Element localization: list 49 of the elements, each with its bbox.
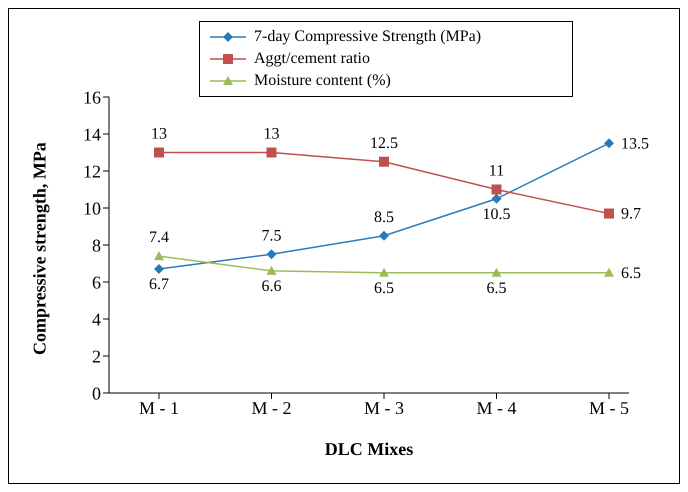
y-tick-label: 0 [92,383,101,404]
point [604,268,614,277]
y-tick-label: 10 [83,198,101,218]
x-tick-label: M - 2 [252,398,292,418]
point [154,251,164,260]
data-label: 6.6 [262,278,282,295]
point [379,230,389,241]
x-tick-label: M - 4 [476,398,516,418]
y-tick-label: 8 [92,235,101,256]
data-label: 13 [264,126,280,142]
point [154,148,164,158]
x-tick-label: M - 1 [139,398,179,418]
x-axis-title: DLC Mixes [324,439,414,459]
data-label: 6.5 [374,280,394,297]
point [266,148,276,158]
point [604,208,614,219]
x-tick-label: M - 3 [364,398,404,418]
point [379,268,389,277]
point [154,264,164,274]
y-axis-title: Compressive strength, MPa [29,142,50,355]
legend-label: Moisture content (%) [254,72,391,90]
data-label: 12.5 [370,134,398,152]
data-label: 6.5 [621,264,641,282]
legend-label: 7-day Compressive Strength (MPa) [254,28,482,46]
point [492,184,502,194]
y-tick-label: 14 [83,124,101,144]
y-tick-label: 2 [92,346,101,366]
point [379,156,389,167]
legend-label: Aggt/cement ratio [254,50,370,68]
data-label: 13 [151,126,167,142]
data-label: 8.5 [374,208,394,226]
data-label: 6.5 [486,280,506,297]
y-tick-label: 6 [92,272,101,292]
point [492,194,502,204]
data-label: 11 [488,162,504,180]
point [266,266,276,275]
data-label: 6.7 [149,276,169,294]
data-label: 9.7 [621,206,641,223]
y-tick-label: 16 [83,87,101,108]
data-label: 13.5 [621,135,649,152]
data-label: 10.5 [482,206,510,223]
y-tick-label: 12 [83,161,101,182]
point [266,249,276,260]
data-label: 7.4 [149,229,169,246]
x-tick-label: M - 5 [589,398,629,418]
y-tick-label: 4 [92,309,101,330]
data-label: 7.5 [262,227,282,244]
point [604,138,614,148]
point [492,268,502,277]
